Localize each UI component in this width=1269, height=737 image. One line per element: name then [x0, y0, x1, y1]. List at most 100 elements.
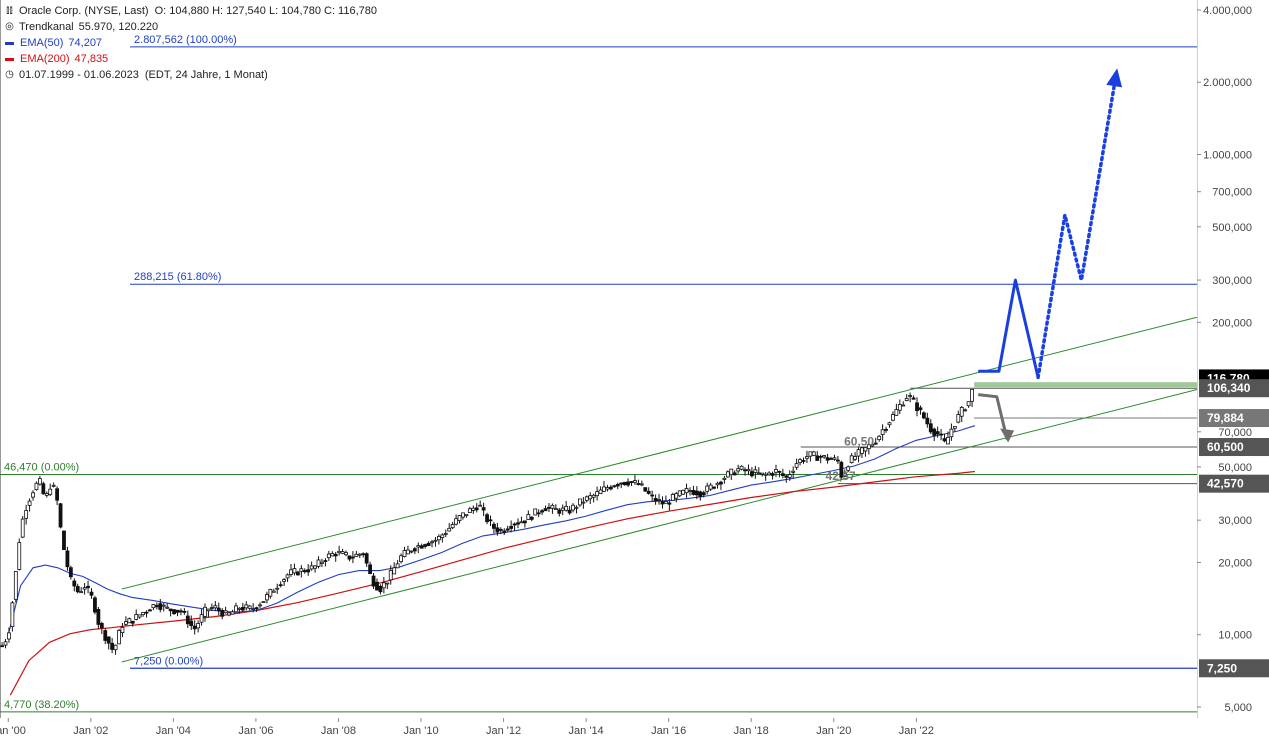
- candle-body: [430, 541, 434, 544]
- arrow-up-icon: [1106, 68, 1123, 88]
- candle-body: [423, 544, 428, 547]
- candle-body: [488, 519, 493, 522]
- candle-body: [873, 442, 878, 445]
- y-tick-label: 500,000: [1212, 222, 1252, 234]
- y-tick-label: 50,000: [1218, 462, 1252, 474]
- candle-body: [691, 489, 696, 495]
- candle-body: [739, 465, 744, 470]
- candle-body: [385, 582, 390, 585]
- candle-body: [93, 597, 97, 613]
- candle-body: [492, 523, 496, 529]
- candle-body: [674, 493, 679, 499]
- candle-body: [44, 493, 49, 496]
- candle-body: [918, 407, 923, 411]
- candle-body: [203, 606, 207, 617]
- ema200-line: [9, 470, 975, 696]
- candle-body: [825, 457, 830, 461]
- candle-body: [866, 444, 871, 450]
- candle-body: [189, 620, 194, 627]
- legend-trend-values: 55.970, 120.220: [78, 21, 159, 33]
- x-tick-label: Jan '14: [569, 725, 604, 737]
- candle-body: [595, 491, 600, 497]
- candle-body: [175, 609, 180, 613]
- candle-body: [715, 482, 720, 486]
- legend-ema50-name: EMA(50): [20, 37, 64, 49]
- candle-body: [337, 550, 342, 554]
- candle-body: [326, 553, 331, 559]
- candle-body: [454, 518, 458, 525]
- candle-body: [760, 472, 765, 475]
- candle-body: [216, 607, 221, 612]
- candle-body: [963, 409, 968, 412]
- candle-body: [808, 451, 813, 457]
- candle-body: [247, 605, 252, 609]
- candle-body: [289, 569, 293, 575]
- legend-ema200-row[interactable]: EMA(200) 47,835: [4, 51, 377, 67]
- candle-body: [921, 412, 926, 419]
- candle-body: [172, 609, 176, 615]
- candle-body: [681, 489, 686, 495]
- candle-body: [295, 571, 300, 576]
- legend-ohlc: O: 104,880 H: 127,540 L: 104,780 C: 116,…: [154, 5, 378, 17]
- candle-body: [79, 591, 84, 594]
- candle-body: [712, 486, 716, 489]
- candle-body: [925, 417, 930, 425]
- candle-body: [591, 494, 596, 498]
- candle-body: [481, 507, 486, 511]
- candle-body: [148, 609, 152, 612]
- candle-body: [196, 623, 201, 629]
- candle-body: [412, 548, 417, 552]
- candle-body: [58, 503, 63, 528]
- candle-body: [75, 586, 80, 593]
- candle-body: [292, 568, 297, 574]
- candle-body: [185, 615, 190, 625]
- candle-body: [633, 480, 637, 483]
- candle-body: [942, 438, 947, 442]
- legend-period: 01.07.1999 - 01.06.2023: [19, 69, 139, 81]
- candle-body: [113, 644, 118, 651]
- candle-body: [20, 518, 25, 538]
- x-tick-label: Jan '00: [0, 725, 26, 737]
- candle-body: [643, 487, 648, 492]
- candle-body: [763, 473, 768, 476]
- candle-body: [199, 614, 204, 623]
- candle-body: [65, 550, 70, 568]
- candle-body: [619, 482, 624, 485]
- level-price-tag: 7,250: [1207, 661, 1237, 675]
- candle-body: [791, 470, 796, 473]
- candle-body: [320, 561, 324, 564]
- candle-body: [258, 604, 262, 607]
- candle-body: [357, 553, 362, 556]
- candle-body: [949, 428, 954, 438]
- candle-body: [598, 489, 603, 494]
- candle-body: [34, 482, 39, 491]
- candle-body: [89, 591, 94, 596]
- candle-body: [381, 582, 386, 589]
- candle-body: [371, 575, 376, 587]
- candle-body: [911, 397, 916, 400]
- bull-scenario-path: [978, 278, 1040, 378]
- candle-body: [313, 565, 317, 569]
- candle-body: [55, 488, 59, 501]
- candle-body: [436, 536, 441, 541]
- candle-body: [626, 481, 630, 486]
- candle-body: [38, 478, 42, 485]
- y-tick-label: 1.000,000: [1203, 150, 1252, 162]
- candle-body: [836, 459, 840, 462]
- candle-body: [457, 515, 462, 522]
- candle-body: [615, 484, 620, 487]
- candle-body: [952, 425, 957, 429]
- candle-body: [646, 490, 651, 494]
- level-price-tag: 79,884: [1207, 411, 1244, 425]
- candle-body: [770, 473, 775, 476]
- candle-body: [605, 487, 610, 490]
- candle-body: [805, 456, 809, 459]
- legend-ema50-row[interactable]: EMA(50) 74,207: [4, 35, 377, 51]
- y-tick-label: 2.000,000: [1203, 77, 1252, 89]
- candle-body: [110, 642, 115, 650]
- candle-body: [722, 477, 727, 480]
- y-tick-label: 4.000,000: [1203, 5, 1252, 17]
- candle-body: [392, 567, 397, 575]
- legend-trend-row[interactable]: ◎ Trendkanal 55.970, 120.220: [4, 19, 377, 35]
